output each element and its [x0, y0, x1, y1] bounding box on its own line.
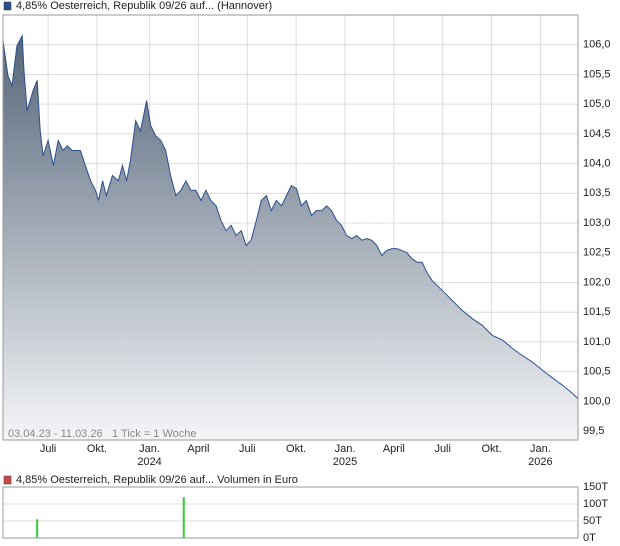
legend-swatch	[3, 475, 12, 485]
x-tick-label: Jan.	[335, 443, 356, 455]
x-tick-label: Okt.	[481, 443, 501, 455]
y-tick-label: 105,5	[583, 68, 611, 80]
x-tick-label: Okt.	[286, 443, 306, 455]
volume-bar	[36, 519, 39, 538]
plot-area	[2, 486, 579, 539]
line	[2, 33, 578, 399]
y-tick-label: 103,0	[583, 217, 611, 229]
legend-label: 4,85% Oesterreich, Republik 09/26 auf...…	[16, 474, 298, 486]
x-tick-label: Juli	[434, 443, 451, 455]
x-year-label: 2024	[137, 456, 161, 468]
plot-border	[2, 14, 579, 441]
area	[3, 35, 578, 441]
plot-border	[2, 486, 579, 539]
y-tick-label: 50T	[583, 515, 602, 527]
y-tick-label: 99,5	[583, 425, 604, 437]
x-tick-label: April	[187, 443, 209, 455]
y-tick-label: 105,0	[583, 98, 611, 110]
y-tick-label: 0T	[583, 532, 596, 544]
y-tick-label: 104,5	[583, 128, 611, 140]
x-tick-label: April	[383, 443, 405, 455]
y-tick-label: 106,0	[583, 39, 611, 51]
x-tick-label: Okt.	[87, 443, 107, 455]
y-tick-label: 100,0	[583, 395, 611, 407]
legend-swatch	[3, 1, 12, 11]
legend-label: 4,85% Oesterreich, Republik 09/26 auf...…	[16, 0, 272, 12]
date-range: 03.04.23 - 11.03.26	[8, 428, 103, 440]
y-tick-label: 100,5	[583, 366, 611, 378]
y-tick-label: 101,0	[583, 336, 611, 348]
x-year-label: 2025	[333, 456, 357, 468]
y-tick-label: 102,0	[583, 276, 611, 288]
y-tick-label: 150T	[583, 481, 608, 493]
x-tick-label: Juli	[40, 443, 57, 455]
volume-bar	[182, 497, 185, 538]
x-tick-label: Juli	[239, 443, 256, 455]
x-tick-label: Jan.	[139, 443, 160, 455]
y-tick-label: 104,0	[583, 158, 611, 170]
y-tick-label: 101,5	[583, 306, 611, 318]
y-tick-label: 102,5	[583, 247, 611, 259]
x-year-label: 2026	[528, 456, 552, 468]
y-tick-label: 100T	[583, 498, 608, 510]
x-tick-label: Jan.	[530, 443, 551, 455]
tick-info: 1 Tick = 1 Woche	[112, 428, 196, 440]
y-tick-label: 103,5	[583, 187, 611, 199]
